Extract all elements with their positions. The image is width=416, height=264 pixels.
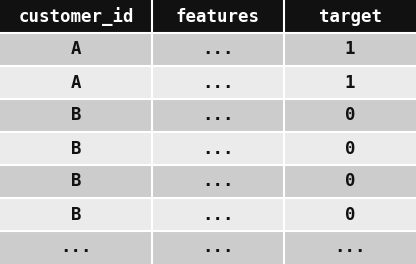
Bar	[152, 66, 284, 99]
Bar	[0, 198, 152, 231]
Bar	[0, 231, 152, 264]
Bar	[284, 132, 416, 165]
Bar	[0, 132, 152, 165]
Text: B: B	[71, 106, 81, 125]
Text: features: features	[176, 7, 260, 26]
Bar	[284, 198, 416, 231]
Bar	[284, 165, 416, 198]
Text: B: B	[71, 139, 81, 158]
Bar	[152, 198, 284, 231]
Bar	[284, 99, 416, 132]
Bar	[152, 165, 284, 198]
Text: 0: 0	[345, 139, 355, 158]
Text: B: B	[71, 205, 81, 224]
Text: 0: 0	[345, 106, 355, 125]
Bar	[152, 99, 284, 132]
Bar	[0, 165, 152, 198]
Text: A: A	[71, 73, 81, 92]
Bar	[0, 0, 152, 33]
Text: ...: ...	[202, 40, 234, 59]
Bar	[0, 99, 152, 132]
Text: 1: 1	[345, 73, 355, 92]
Text: 1: 1	[345, 40, 355, 59]
Text: ...: ...	[202, 238, 234, 257]
Text: ...: ...	[202, 73, 234, 92]
Bar	[152, 33, 284, 66]
Bar	[284, 33, 416, 66]
Bar	[0, 33, 152, 66]
Text: target: target	[319, 7, 381, 26]
Text: ...: ...	[202, 139, 234, 158]
Bar	[152, 0, 284, 33]
Text: ...: ...	[202, 205, 234, 224]
Text: ...: ...	[60, 238, 92, 257]
Text: B: B	[71, 172, 81, 191]
Text: 0: 0	[345, 205, 355, 224]
Bar	[0, 66, 152, 99]
Text: ...: ...	[202, 106, 234, 125]
Text: ...: ...	[334, 238, 366, 257]
Bar	[284, 66, 416, 99]
Bar	[284, 0, 416, 33]
Text: 0: 0	[345, 172, 355, 191]
Text: customer_id: customer_id	[18, 7, 134, 26]
Bar	[152, 231, 284, 264]
Bar	[152, 132, 284, 165]
Bar	[284, 231, 416, 264]
Text: A: A	[71, 40, 81, 59]
Text: ...: ...	[202, 172, 234, 191]
